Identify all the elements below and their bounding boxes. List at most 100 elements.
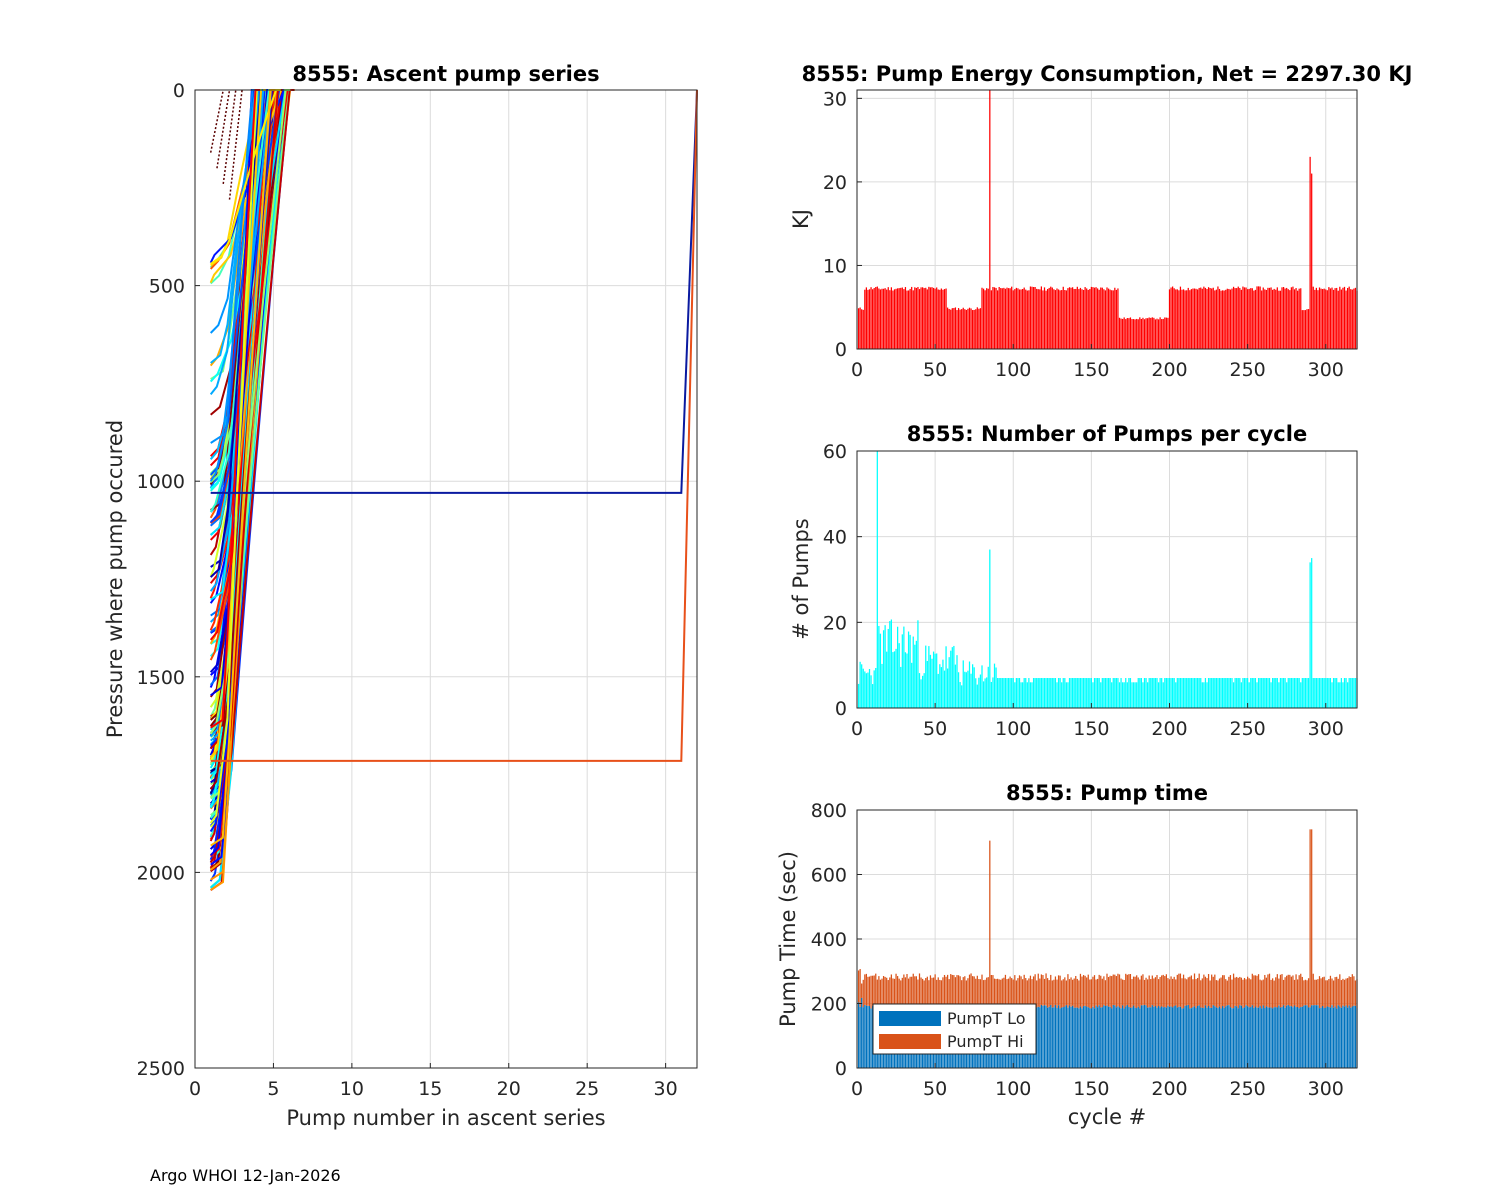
energy-bar xyxy=(1087,289,1089,349)
energy-bar xyxy=(1142,317,1144,349)
pumptime-bar-lo xyxy=(1037,1006,1039,1068)
pumptime-bar-hi xyxy=(1229,975,1232,1008)
pumps-bar xyxy=(1239,678,1241,708)
pumptime-bar-lo xyxy=(1062,1007,1064,1068)
energy-bar xyxy=(923,288,925,349)
energy-bar xyxy=(875,287,877,349)
pumps-bar xyxy=(979,674,982,708)
pumptime-bar-lo xyxy=(1231,1008,1233,1068)
pumptime-bar-hi xyxy=(1070,977,1072,1007)
pumptime-bar-hi xyxy=(1134,976,1136,1008)
energy-bar xyxy=(1100,287,1102,349)
energy-bar xyxy=(895,288,897,349)
pumptime-bar-hi xyxy=(872,975,874,1006)
pumps-bar xyxy=(956,655,958,708)
pumptime-bar-hi xyxy=(1256,975,1258,1008)
pumps-bar xyxy=(1036,678,1038,708)
pumptime-bar-lo xyxy=(1093,1008,1096,1068)
pumptime-bar-lo xyxy=(1350,1007,1352,1068)
energy-bar xyxy=(1342,287,1344,349)
pumptime-bar-hi xyxy=(1284,977,1286,1008)
energy-bar xyxy=(925,287,927,349)
pumptime-bar-hi xyxy=(1072,979,1074,1006)
energy-bar xyxy=(1129,317,1132,349)
pumptime-bar-hi xyxy=(1068,979,1071,1006)
pumps-bar xyxy=(918,673,921,708)
pumps-bar xyxy=(1311,558,1313,708)
energy-bar xyxy=(1189,290,1191,349)
pumps-bar xyxy=(982,681,985,708)
ascent-chart: 0 5 10 15 20 25 30 0 500 1000 1500 2000 2500 8555: … xyxy=(103,62,698,1130)
energy-bar xyxy=(892,290,894,349)
energy-bar xyxy=(882,288,885,349)
pumptime-bar-lo xyxy=(1253,1007,1255,1068)
pumptime-bar-hi xyxy=(922,978,924,1008)
pumptime-bar-hi xyxy=(1028,978,1030,1008)
pumptime-bar-hi xyxy=(1348,976,1350,1006)
pumps-bar xyxy=(1334,678,1336,708)
energy-bar xyxy=(1315,287,1317,349)
pumps-bar xyxy=(1264,678,1266,708)
energy-bar xyxy=(1090,286,1092,349)
energy-bar xyxy=(1143,319,1146,349)
pumptime-bar-hi xyxy=(1345,978,1347,1006)
pumptime-bar-hi xyxy=(1122,979,1124,1006)
pumps-bar xyxy=(1175,682,1177,708)
pumps-bar xyxy=(1198,678,1200,708)
pumptime-x-ticks: 0 50 100 150 200 250 300 xyxy=(851,1063,1344,1100)
pumps-bar xyxy=(957,672,960,708)
pumptime-bar-lo xyxy=(1248,1007,1250,1068)
energy-bar xyxy=(967,308,969,349)
pumps-bar xyxy=(1248,682,1250,708)
energy-title: 8555: Pump Energy Consumption, Net = 229… xyxy=(802,62,1413,86)
pumptime-bar-lo xyxy=(1162,1007,1164,1068)
pumptime-bar-hi xyxy=(1067,974,1069,1008)
pumps-bar xyxy=(928,646,930,708)
energy-bar xyxy=(959,309,961,349)
pumptime-bar-lo xyxy=(1322,1006,1324,1068)
pumptime-bar-lo xyxy=(1197,1006,1199,1068)
pumptime-bar-lo xyxy=(1122,1005,1124,1068)
pumptime-bar-hi xyxy=(893,978,896,1006)
pumptime-bar-hi xyxy=(870,975,872,1009)
energy-bar xyxy=(1181,289,1183,349)
pumptime-bar-hi xyxy=(981,974,983,1007)
pumptime-bar-lo xyxy=(1309,1007,1311,1068)
pumptime-bar-hi xyxy=(915,976,917,1008)
pumptime-bar-hi xyxy=(1050,974,1052,1005)
pumps-bar xyxy=(968,661,971,708)
pumptime-bar-lo xyxy=(1128,1007,1130,1068)
pumps-bar xyxy=(1053,678,1055,708)
pumps-bar xyxy=(876,451,878,708)
pumptime-bar-lo xyxy=(1295,1007,1297,1068)
pumps-bar xyxy=(1165,678,1167,708)
pumptime-bar-lo xyxy=(1226,1005,1228,1068)
pumps-bar xyxy=(906,653,908,708)
pumptime-bar-hi xyxy=(1032,976,1035,1009)
energy-bar xyxy=(965,309,967,349)
pumptime-bar-hi xyxy=(1215,980,1217,1008)
energy-bar xyxy=(1023,287,1025,349)
pumptime-bar-hi xyxy=(1026,980,1028,1006)
x-tick-label: 150 xyxy=(1073,359,1109,381)
energy-bar xyxy=(937,289,939,349)
pumptime-bar-hi xyxy=(1287,974,1289,1006)
pumptime-bar-hi xyxy=(1276,974,1278,1008)
energy-bar xyxy=(1215,289,1217,349)
pumps-bar xyxy=(1318,678,1321,708)
pumptime-bar-hi xyxy=(1064,977,1066,1007)
pumps-bar xyxy=(1132,682,1135,708)
pumps-bar xyxy=(1329,678,1332,708)
pumptime-bar-hi xyxy=(1293,979,1296,1006)
pumptime-bar-lo xyxy=(1245,1005,1247,1068)
pumps-bar xyxy=(1322,678,1324,708)
pumptime-bar-hi xyxy=(1262,979,1264,1006)
energy-bar xyxy=(953,308,955,349)
energy-bar xyxy=(1017,288,1019,349)
pumps-bar xyxy=(895,648,897,708)
energy-bar xyxy=(929,287,932,349)
pumps-bar xyxy=(932,651,935,708)
energy-bar xyxy=(1107,288,1110,349)
pumptime-bar-hi xyxy=(1198,973,1200,1006)
energy-bar xyxy=(1054,290,1057,349)
